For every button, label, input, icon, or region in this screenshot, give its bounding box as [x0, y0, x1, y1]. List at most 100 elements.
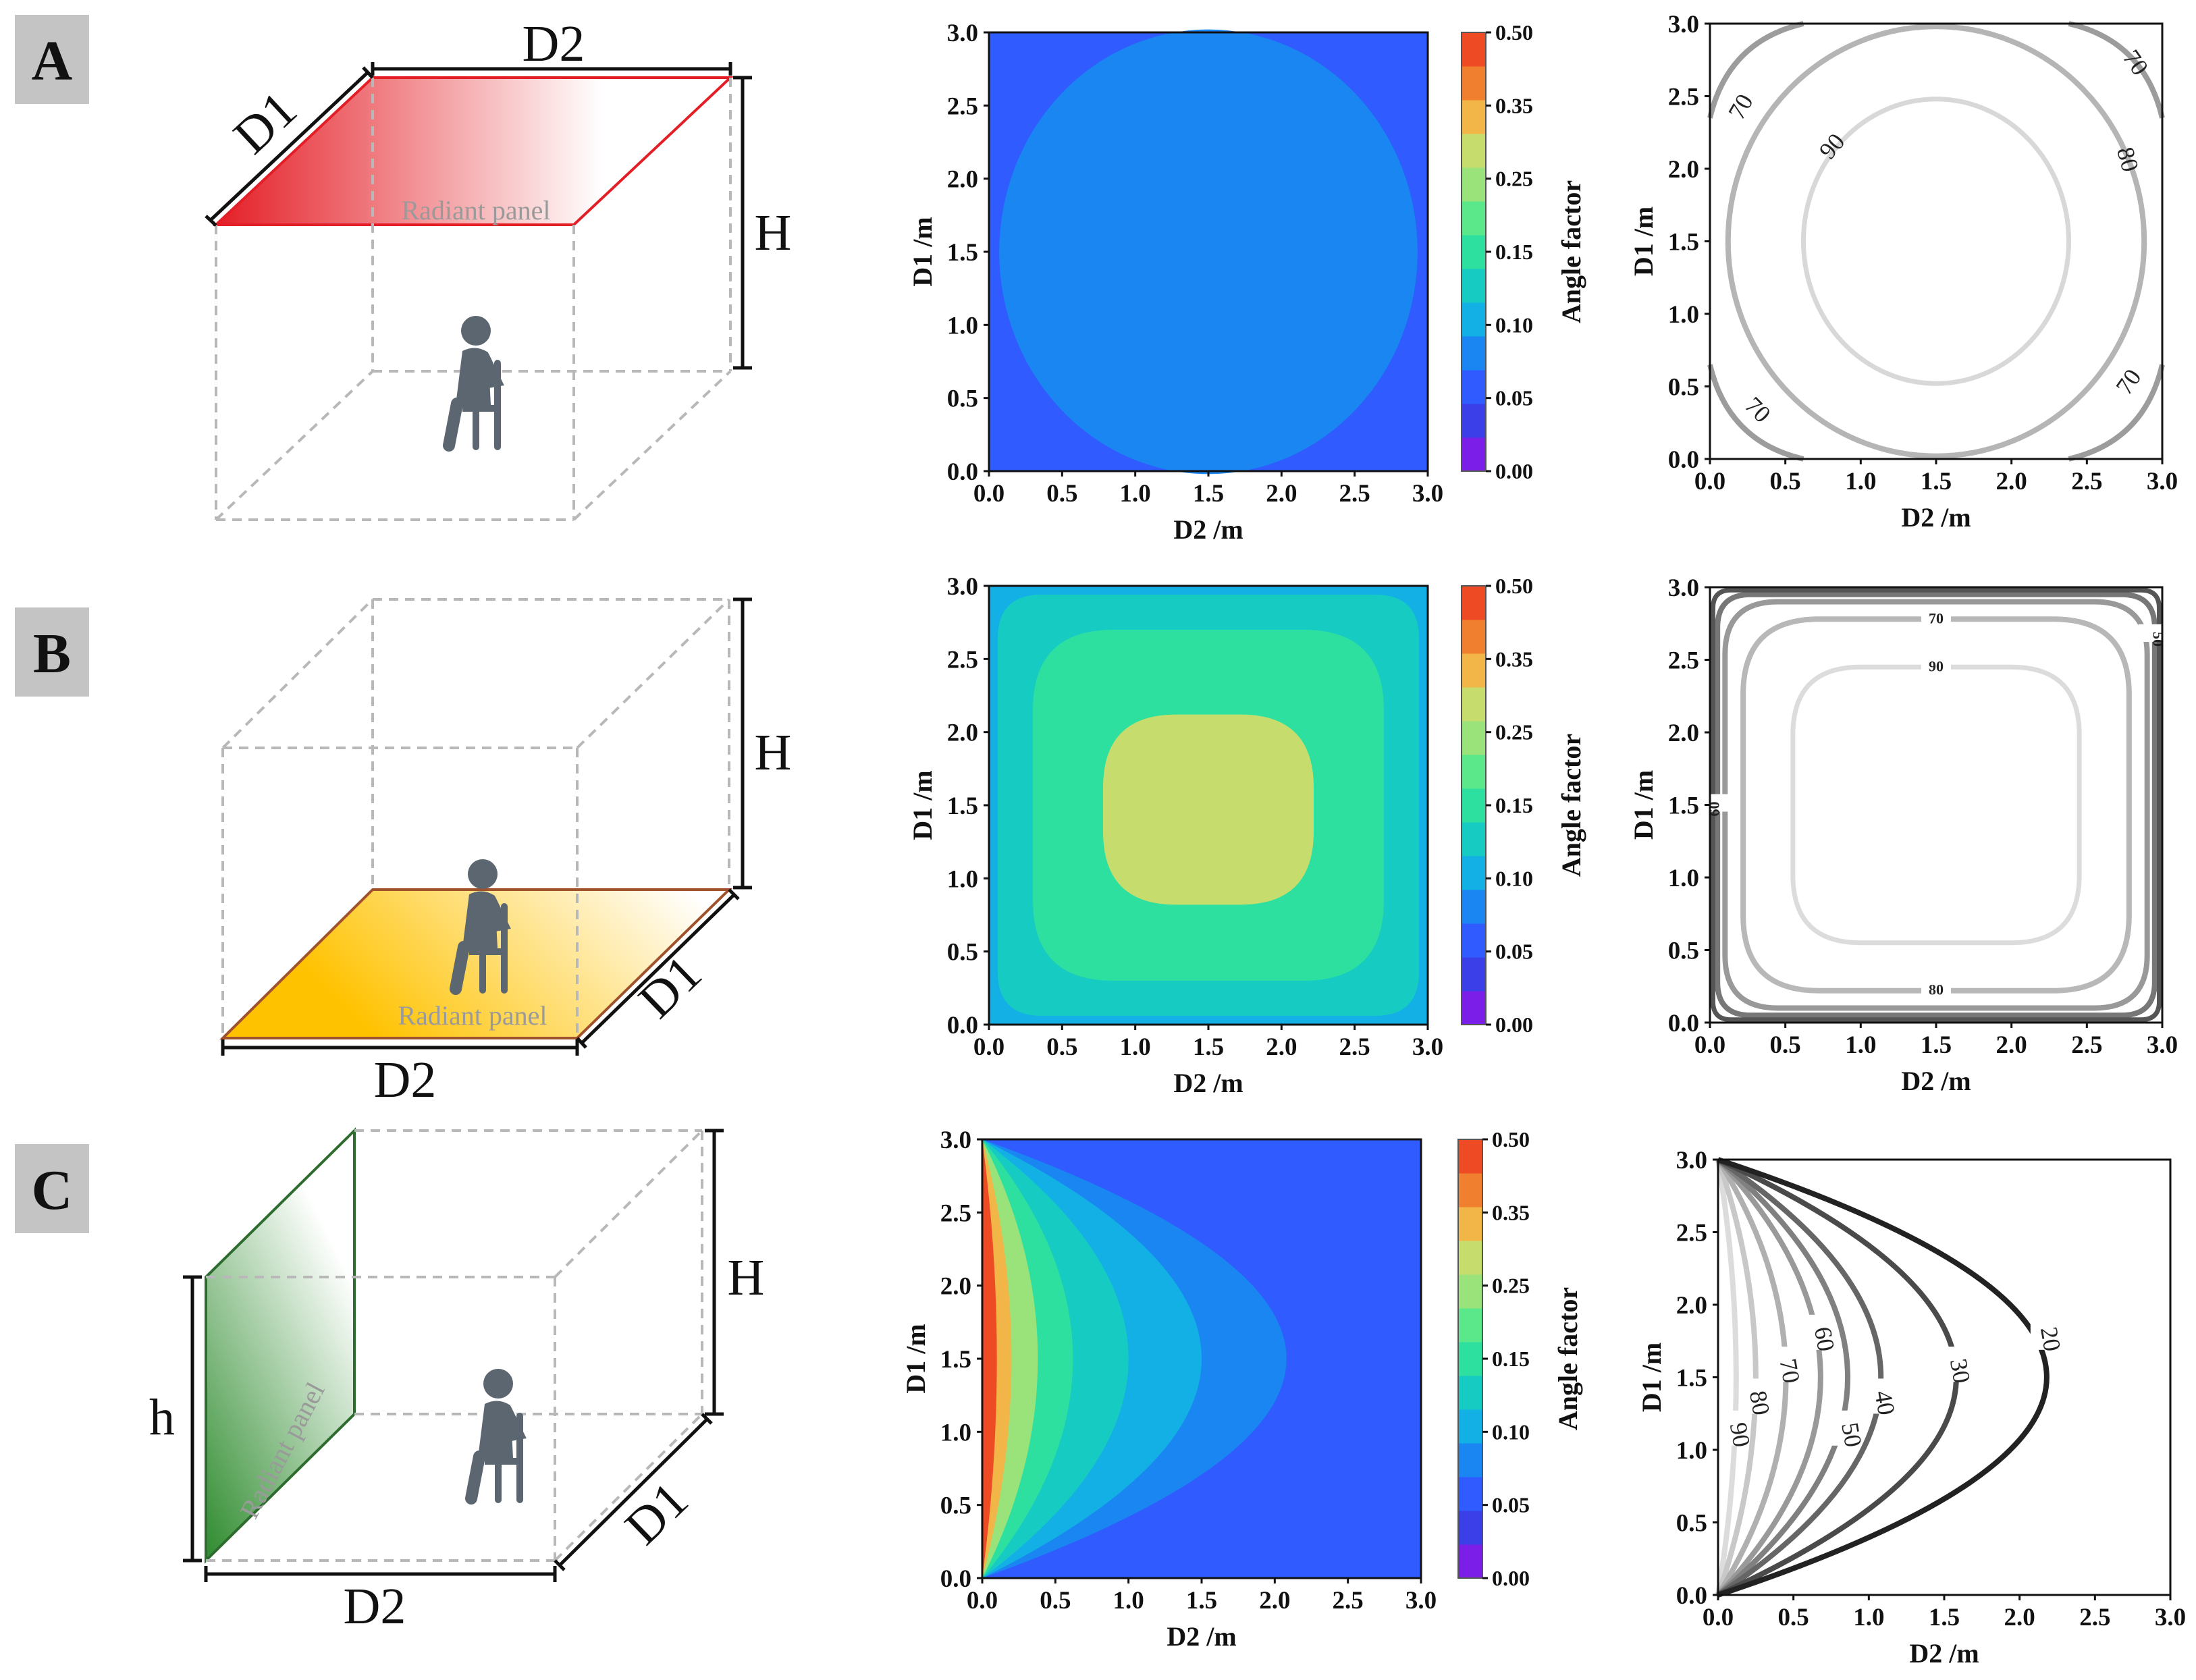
colorbar-tick-label: 0.50	[1492, 1127, 1530, 1151]
colorbar-level-swatch	[1462, 721, 1486, 755]
contour-label-bg	[1739, 1378, 1764, 1414]
y-tick-label: 3.0	[947, 20, 978, 47]
colorbar-tick-label: 0.25	[1495, 720, 1533, 744]
x-tick-label: 0.0	[1694, 468, 1725, 495]
x-tick-label: 3.0	[2155, 1604, 2186, 1631]
y-tick-label: 0.5	[1668, 374, 1699, 402]
contour-label-bg	[1831, 1410, 1856, 1446]
contour-line-60	[1716, 1158, 1823, 1597]
contour-background	[1710, 587, 2162, 1023]
panel-letter: A	[32, 30, 73, 92]
colorbar-tick-label: 0.15	[1492, 1347, 1530, 1371]
y-tick-label: 2.0	[1668, 156, 1699, 184]
colorbar-label: Angle factor	[1553, 1287, 1583, 1430]
contour-line-70	[2068, 364, 2165, 462]
colorbar-level-swatch	[1462, 788, 1486, 823]
y-tick-label: 1.0	[947, 312, 978, 340]
y-tick-label: 1.5	[947, 792, 978, 820]
colorbar-level-swatch	[1462, 620, 1486, 654]
colorbar-label: Angle factor	[1556, 734, 1586, 877]
x-axis-label: D2 /m	[1173, 514, 1243, 545]
y-tick-label: 2.5	[1676, 1220, 1707, 1247]
x-tick-label: 2.5	[2071, 468, 2102, 495]
x-tick-label: 3.0	[2147, 468, 2178, 495]
y-tick-label: 0.5	[940, 1492, 971, 1520]
x-tick-label: 1.0	[1845, 468, 1876, 495]
angle-factor-heatmap-a: 0.0 0.5 1.0 1.5 2.0 2.5 3.0 0.0 0.5 1.0 1.5 2.0 2.5 3…	[907, 20, 1586, 545]
panel-letter: C	[32, 1159, 73, 1222]
contour-line-70	[1707, 364, 1804, 462]
colorbar-level-swatch	[1462, 653, 1486, 688]
y-axis-label: D1 /m	[1628, 770, 1659, 840]
colorbar-level-swatch	[1462, 957, 1486, 992]
contour-label-bg	[2030, 1314, 2055, 1350]
contour-level-label: 30	[1945, 1357, 1976, 1385]
x-tick-label: 0.5	[1046, 480, 1077, 508]
contour-level-label: 20	[2035, 1325, 2066, 1353]
contour-plot-b: 70 90 80 60 50 0.0 0.5 1.0 1.5 2.0 2.5 3.0 0.0 0.5 1.0…	[1628, 574, 2178, 1096]
colorbar-level-swatch	[1462, 822, 1486, 857]
room-wireframe	[221, 598, 730, 1038]
x-tick-label: 2.5	[1333, 1587, 1364, 1615]
contour-line-50	[1716, 1157, 1851, 1598]
contour-level-label: 60	[1809, 1325, 1840, 1353]
x-tick-label: 1.5	[1186, 1587, 1217, 1615]
panel-letter-box	[15, 15, 89, 104]
x-tick-label: 3.0	[2147, 1031, 2178, 1059]
dim-label-h: H	[728, 1249, 765, 1306]
x-tick-label: 0.0	[973, 480, 1005, 508]
colorbar-level-swatch	[1458, 1477, 1482, 1511]
contour-label-bg	[1804, 1314, 1829, 1350]
heatmap-plot-area: 0.0 0.5 1.0 1.5 2.0 2.5 3.0 0.0 0.5 1.0 1.5 2.0 2.5 3…	[907, 573, 1443, 1098]
dimension-d1: D1	[554, 1413, 713, 1571]
x-tick-label: 2.5	[2079, 1604, 2110, 1631]
x-tick-label: 1.0	[1113, 1587, 1144, 1615]
x-axis-label: D2 /m	[1173, 1068, 1243, 1098]
contour-label-bg	[1921, 979, 1951, 998]
colorbar-level-swatch	[1462, 134, 1486, 168]
colorbar-level-swatch	[1462, 755, 1486, 789]
contour-label-bg	[1921, 608, 1951, 626]
y-tick-label: 0.0	[947, 1012, 978, 1039]
y-tick-label: 0.5	[947, 939, 978, 967]
colorbar: 0.00 0.05 0.10 0.15 0.25 0.35 0.50 Angle factor	[1457, 1127, 1583, 1590]
colorbar-level-swatch	[1462, 235, 1486, 269]
contour-line	[1715, 591, 2158, 1019]
x-tick-label: 1.0	[1853, 1604, 1884, 1631]
colorbar-level-swatch	[1462, 167, 1486, 202]
y-tick-label: 2.0	[1676, 1292, 1707, 1320]
x-tick-label: 2.5	[1339, 480, 1370, 508]
x-tick-label: 1.5	[1921, 468, 1952, 495]
colorbar-level-swatch	[1462, 923, 1486, 958]
y-tick-label: 1.5	[940, 1346, 971, 1374]
contour-line-20	[1717, 1157, 2050, 1598]
x-tick-label: 0.5	[1770, 468, 1801, 495]
contour-line-90	[1715, 1159, 1739, 1596]
panel-letter: B	[33, 622, 71, 685]
colorbar-tick-label: 0.35	[1495, 93, 1533, 117]
colorbar-label: Angle factor	[1556, 180, 1586, 323]
x-tick-label: 1.5	[1929, 1604, 1960, 1631]
x-tick-label: 0.0	[1703, 1604, 1734, 1631]
y-tick-label: 0.0	[1668, 446, 1699, 474]
dimension-d2: D2	[204, 1566, 557, 1635]
y-axis-label: D1 /m	[1628, 207, 1659, 276]
colorbar-tick-label: 0.05	[1492, 1493, 1530, 1517]
x-tick-label: 1.0	[1120, 1033, 1151, 1061]
y-tick-label: 0.0	[940, 1565, 971, 1593]
contour-background	[1710, 24, 2162, 459]
y-tick-label: 0.5	[947, 385, 978, 413]
x-tick-label: 2.0	[1996, 468, 2027, 495]
dimension-big-h: H	[705, 1129, 765, 1416]
contour-line-80	[1715, 1158, 1759, 1596]
y-tick-label: 2.0	[947, 166, 978, 194]
contour-line	[1790, 664, 2082, 946]
colorbar-tick-label: 0.50	[1495, 20, 1533, 45]
dim-label-small-h: h	[149, 1389, 175, 1446]
x-tick-label: 2.5	[1339, 1033, 1370, 1061]
contour-level-label: 70	[1774, 1357, 1805, 1385]
colorbar-level-swatch	[1458, 1544, 1482, 1579]
y-tick-label: 3.0	[947, 573, 978, 601]
angle-factor-heatmap-b: 0.0 0.5 1.0 1.5 2.0 2.5 3.0 0.0 0.5 1.0 1.5 2.0 2.5 3…	[907, 573, 1586, 1098]
